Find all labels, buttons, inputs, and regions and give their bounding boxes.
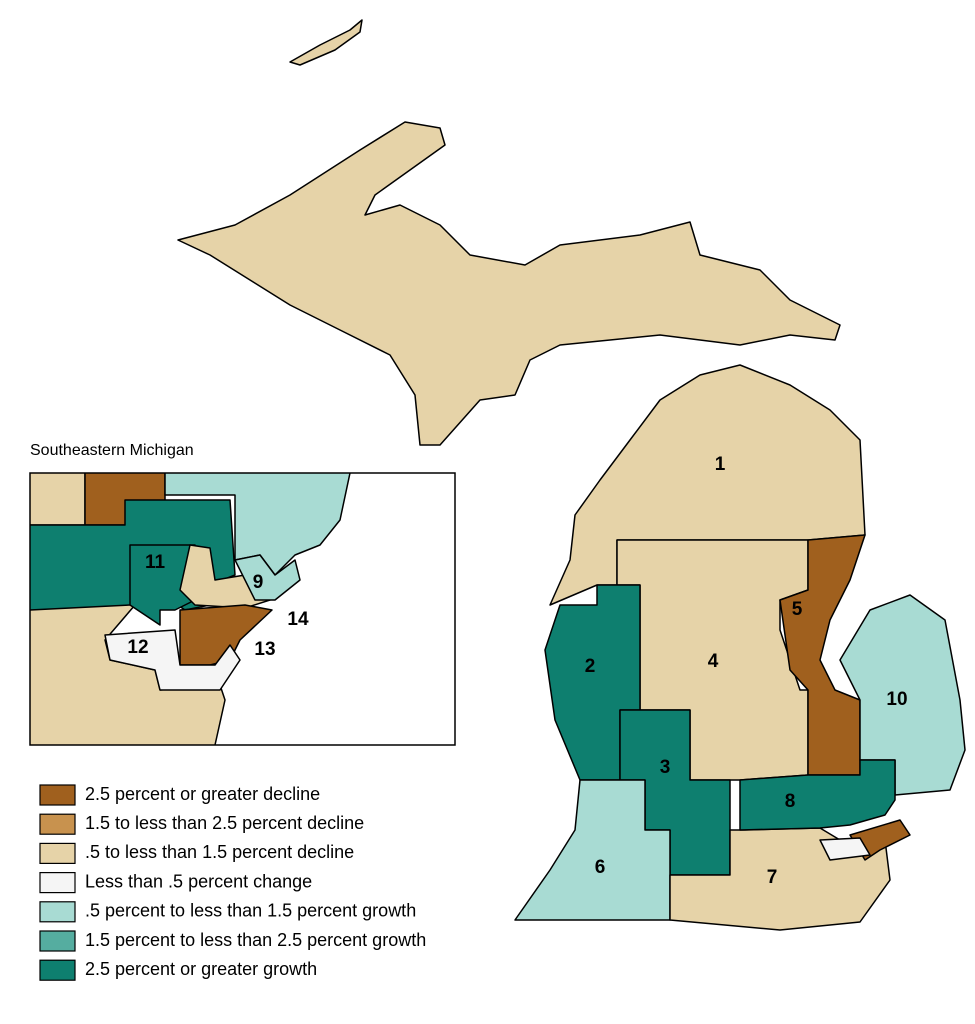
district-label: 5 (792, 599, 803, 620)
legend-swatch (39, 813, 76, 835)
district-shape (549, 364, 866, 606)
legend-swatch (39, 930, 76, 952)
district-shape (30, 473, 86, 526)
district-shape (234, 554, 301, 601)
isle-royale (289, 19, 363, 66)
district-label: 10 (886, 689, 907, 710)
legend-label: .5 percent to less than 1.5 percent grow… (85, 901, 416, 921)
district-label: 13 (254, 639, 275, 660)
district-label: 2 (585, 656, 596, 677)
legend-label: 2.5 percent or greater decline (85, 784, 320, 804)
legend-label: Less than .5 percent change (85, 871, 312, 891)
legend-swatch (39, 842, 76, 865)
district-label: 11 (145, 552, 166, 573)
district-label: 4 (708, 651, 719, 672)
legend-swatch (39, 901, 76, 923)
district-label: 8 (785, 791, 796, 812)
upper-peninsula (177, 121, 841, 446)
district-shape (819, 837, 871, 861)
legend-label: 1.5 to less than 2.5 percent decline (85, 813, 364, 833)
inset-title: Southeastern Michigan (30, 442, 194, 459)
district-label: 1 (715, 454, 726, 475)
district-label: 6 (595, 857, 606, 878)
district-shape (739, 759, 896, 831)
district-label: 14 (287, 609, 309, 630)
district-label: 12 (127, 637, 148, 658)
legend-swatch (39, 959, 76, 981)
legend-label: 1.5 percent to less than 2.5 percent gro… (85, 930, 426, 950)
legend-label: .5 to less than 1.5 percent decline (85, 842, 354, 862)
legend-swatch (39, 871, 76, 894)
district-label: 9 (253, 572, 264, 593)
district-shape (104, 629, 241, 691)
legend-swatch (39, 784, 76, 806)
district-label: 7 (767, 867, 778, 888)
district-label: 3 (660, 757, 671, 778)
legend-label: 2.5 percent or greater growth (85, 959, 317, 979)
